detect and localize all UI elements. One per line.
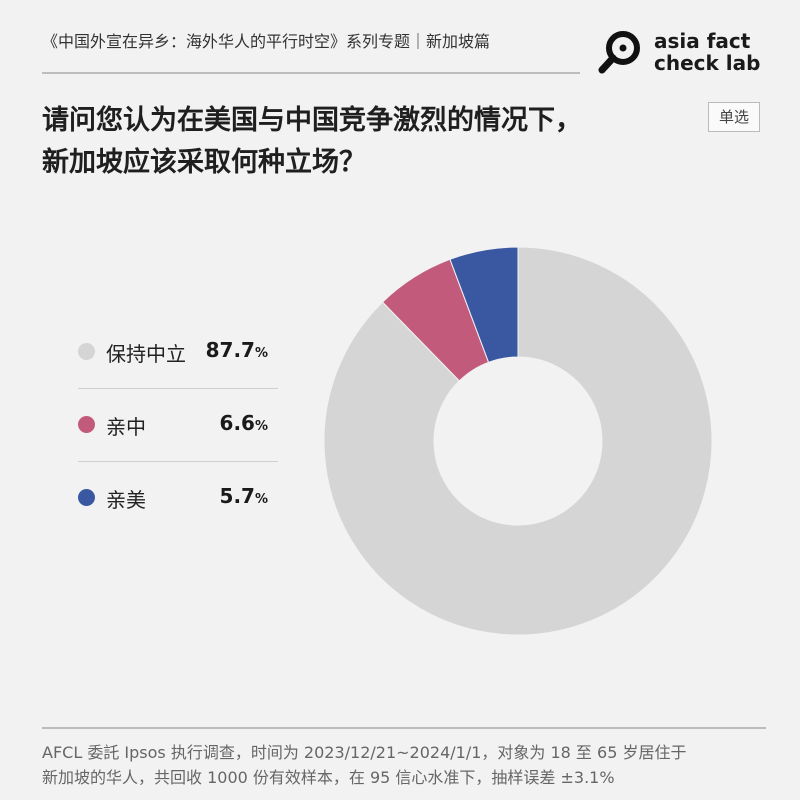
brand-logo: asia fact check lab	[596, 28, 776, 80]
donut-slice-1	[323, 246, 713, 636]
chart-legend: 保持中立 87.7% 亲中 6.6% 亲美 5.7%	[78, 316, 278, 534]
series-title: 《中国外宣在异乡：海外华人的平行时空》系列专题｜新加坡篇	[42, 32, 491, 51]
brand-name-line2: check lab	[654, 51, 761, 75]
legend-label: 亲中	[106, 415, 146, 439]
legend-value-unit: %	[254, 419, 268, 434]
footer-divider	[42, 727, 766, 729]
question-line2: 新加坡应该采取何种立场？	[42, 147, 366, 178]
legend-value: 6.6%	[220, 411, 268, 435]
legend-value-number: 87.7	[205, 338, 255, 362]
magnifier-icon	[598, 31, 640, 74]
legend-value-unit: %	[254, 346, 268, 361]
legend-swatch	[78, 343, 95, 360]
donut-chart	[323, 246, 713, 636]
legend-swatch	[78, 489, 95, 506]
legend-value: 87.7%	[206, 338, 268, 362]
legend-value: 5.7%	[220, 484, 268, 508]
survey-footnote: AFCL 委託 Ipsos 执行调查，时间为 2023/12/21~2024/1…	[42, 740, 772, 790]
legend-item: 亲美 5.7%	[78, 462, 278, 534]
legend-label: 保持中立	[106, 342, 186, 366]
legend-item: 亲中 6.6%	[78, 389, 278, 462]
legend-value-unit: %	[254, 492, 268, 507]
footnote-line2: 新加坡的华人，共回收 1000 份有效样本，在 95 信心水准下，抽样误差 ±3…	[42, 768, 615, 787]
legend-value-number: 6.6	[219, 411, 255, 435]
question-title: 请问您认为在美国与中国竞争激烈的情况下， 新加坡应该采取何种立场？	[42, 100, 682, 184]
footnote-line1: AFCL 委託 Ipsos 执行调查，时间为 2023/12/21~2024/1…	[42, 743, 687, 762]
legend-swatch	[78, 416, 95, 433]
legend-value-number: 5.7	[219, 484, 255, 508]
brand-name-line1: asia fact	[654, 29, 751, 53]
brand-name: asia fact check lab	[654, 30, 784, 74]
legend-label: 亲美	[106, 488, 146, 512]
header-divider	[42, 72, 580, 74]
donut-slice-3	[449, 246, 519, 363]
single-choice-badge: 单选	[708, 102, 760, 132]
legend-item: 保持中立 87.7%	[78, 316, 278, 389]
question-line1: 请问您认为在美国与中国竞争激烈的情况下，	[42, 105, 582, 136]
